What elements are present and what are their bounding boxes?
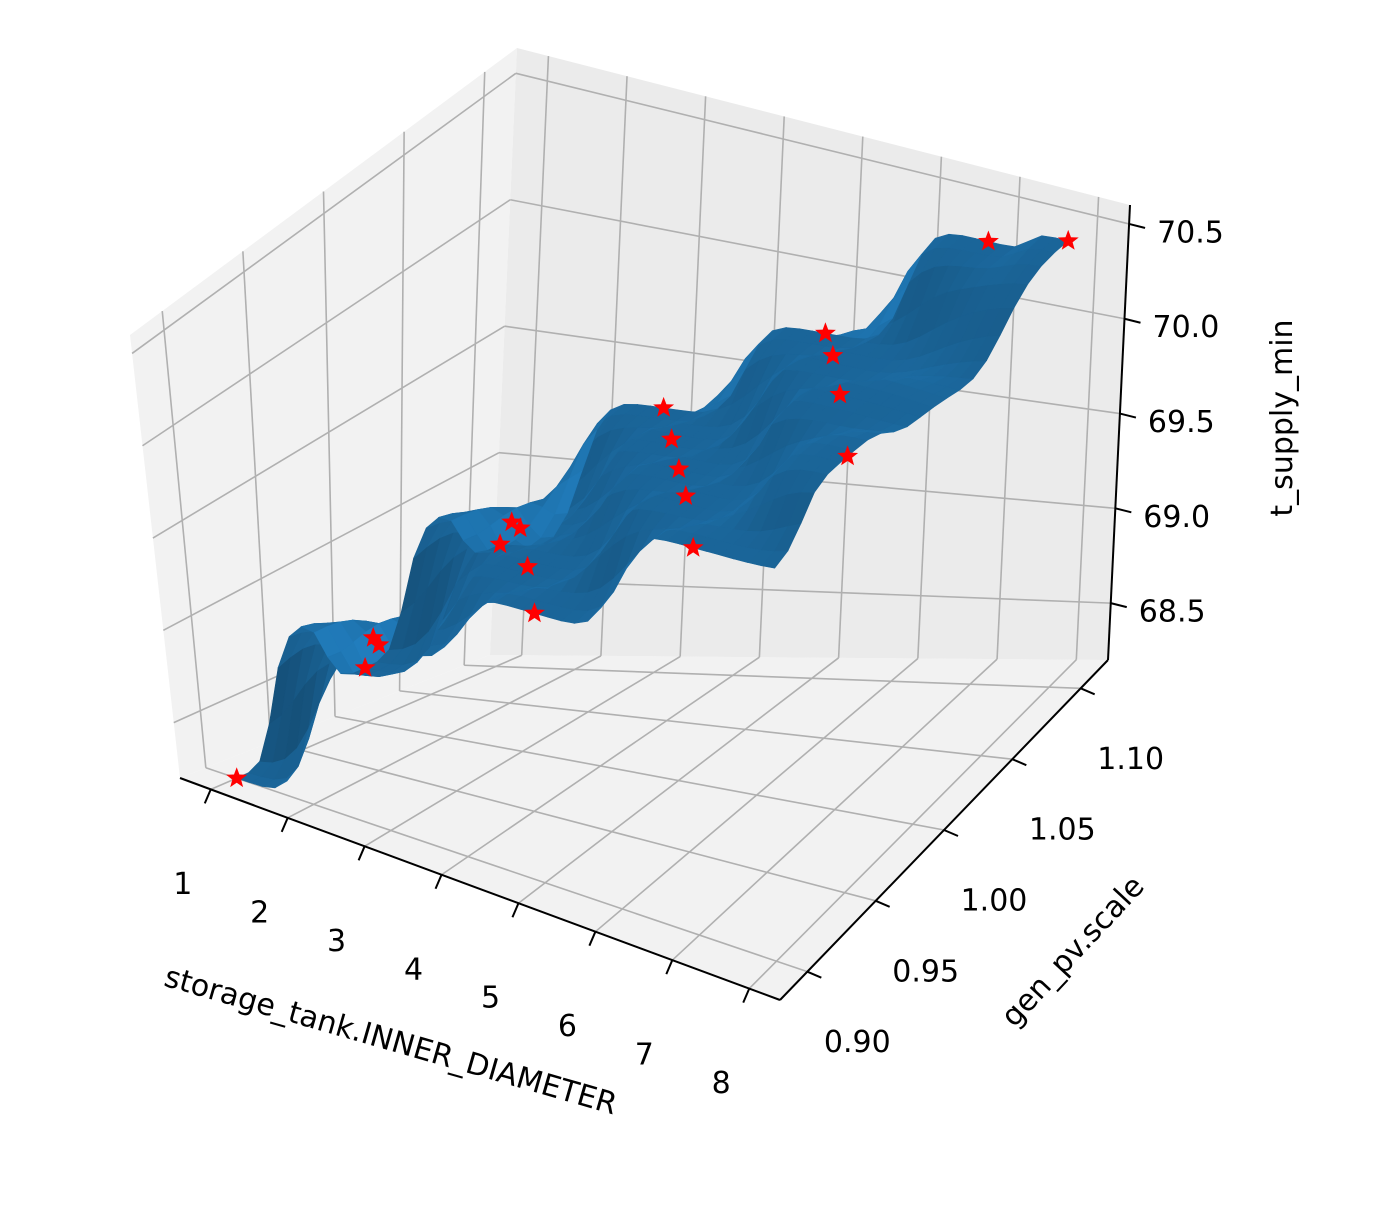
grid-line-z-left	[152, 325, 506, 539]
data-point-marker	[675, 485, 697, 505]
x-axis-line	[179, 777, 781, 1001]
z-tick-label: 70.5	[1157, 216, 1224, 251]
z-tick-mark	[1128, 222, 1146, 229]
y-tick-mark	[806, 970, 822, 979]
z-tick-mark	[1124, 317, 1141, 324]
x-tick-label: 5	[481, 981, 500, 1016]
grid-line-y-floor	[464, 664, 1081, 690]
y-tick-label: 1.00	[961, 884, 1028, 919]
y-tick-label: 1.05	[1029, 813, 1096, 848]
x-tick-mark	[434, 874, 443, 890]
grid-line-z-left	[131, 72, 517, 355]
data-point-marker	[837, 445, 859, 466]
axis-lines	[179, 204, 1146, 1004]
y-tick-mark	[875, 899, 891, 908]
x-tick-mark	[203, 788, 212, 804]
x-tick-label: 6	[558, 1009, 577, 1044]
x-axis-label: storage_tank.INNER_DIAMETER	[160, 959, 620, 1122]
y-tick-label: 0.95	[892, 954, 959, 989]
grid-line-y-floor	[334, 715, 945, 831]
x-tick-label: 4	[404, 952, 423, 987]
data-point-marker	[226, 767, 248, 788]
sample-markers	[226, 229, 1079, 788]
x-tick-label: 1	[173, 867, 192, 902]
x-tick-mark	[665, 959, 674, 975]
data-point-marker	[1057, 229, 1079, 250]
x-tick-mark	[742, 988, 751, 1004]
data-point-marker	[517, 555, 538, 576]
data-point-marker	[682, 536, 704, 557]
z-axis-line	[1107, 204, 1131, 661]
data-point-marker	[501, 511, 523, 532]
x-tick-mark	[280, 817, 289, 833]
x-tick-mark	[357, 845, 366, 861]
data-point-marker	[653, 396, 675, 417]
grid-line-y-floor	[399, 690, 1013, 760]
x-tick-label: 8	[712, 1066, 731, 1101]
x-tick-mark	[588, 931, 597, 947]
z-axis-label: t_supply_min	[1265, 319, 1300, 516]
z-tick-label: 69.5	[1148, 405, 1215, 440]
data-point-marker	[362, 626, 384, 647]
x-tick-label: 3	[327, 924, 346, 959]
data-point-marker	[368, 633, 390, 654]
grid-line-z-back	[510, 198, 1125, 320]
z-tick-label: 69.0	[1143, 500, 1210, 535]
floor-pane	[180, 655, 1108, 1000]
data-point-marker	[978, 230, 999, 251]
data-point-marker	[815, 322, 836, 343]
data-point-marker	[661, 428, 683, 449]
grid-line-y-wall	[242, 251, 272, 743]
grid-line-y-wall	[161, 311, 207, 768]
data-point-marker	[524, 602, 545, 623]
surface	[235, 233, 1069, 789]
grid-line-z-left	[162, 451, 500, 632]
z-tick-label: 70.0	[1153, 310, 1220, 345]
z-tick-mark	[1115, 507, 1132, 514]
grid-line-x-wall	[679, 96, 707, 657]
z-tick-label: 68.5	[1139, 595, 1206, 630]
data-point-marker	[489, 533, 511, 554]
x-tick-label: 7	[635, 1038, 654, 1073]
grid-line-y-floor	[205, 766, 808, 973]
y-tick-label: 1.10	[1097, 742, 1164, 777]
y-tick-mark	[1011, 758, 1027, 767]
data-point-marker	[509, 517, 531, 537]
y-tick-label: 0.90	[824, 1025, 891, 1060]
data-point-marker	[668, 458, 690, 478]
z-tick-mark	[1119, 412, 1137, 419]
x-tick-mark	[511, 902, 520, 918]
x-tick-label: 2	[250, 895, 269, 930]
data-point-marker	[354, 656, 376, 677]
z-tick-mark	[1110, 602, 1127, 609]
grid-line-x-wall	[1075, 196, 1100, 660]
data-point-marker	[829, 383, 851, 404]
y-tick-mark	[943, 829, 959, 837]
grid-line-z-back	[515, 72, 1130, 225]
tick-labels: 1 2 3 4 5 6 7 8 0.90 0.951.00 1.05 1.10 68.5 69.0 69.5…	[173, 216, 1224, 1102]
grid-line-z-left	[142, 199, 511, 447]
y-tick-mark	[1080, 687, 1096, 696]
data-point-marker	[822, 344, 844, 365]
grid-line-y-floor	[270, 741, 876, 902]
grid-line-y-wall	[398, 131, 405, 691]
